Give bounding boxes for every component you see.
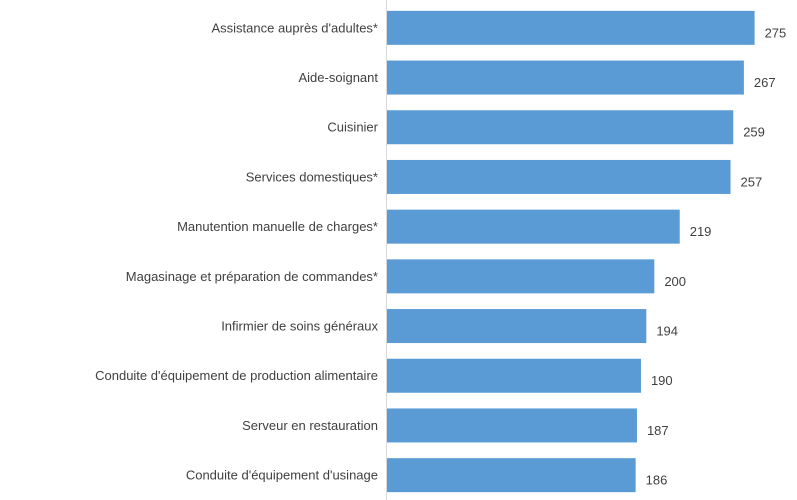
bar <box>387 358 641 393</box>
bar <box>387 209 680 244</box>
bar <box>387 159 731 194</box>
value-label: 194 <box>656 323 678 338</box>
value-label: 187 <box>647 423 669 438</box>
y-tick-label: Assistance auprès d'adultes* <box>211 20 378 35</box>
value-label: 275 <box>765 25 787 40</box>
y-tick-label: Conduite d'équipement de production alim… <box>95 368 378 383</box>
bar <box>387 110 734 145</box>
bar <box>387 309 647 344</box>
bar <box>387 259 655 294</box>
y-tick-label: Infirmier de soins généraux <box>221 318 378 333</box>
value-label: 259 <box>743 125 765 140</box>
value-label: 200 <box>664 274 686 289</box>
y-tick-label: Conduite d'équipement d'usinage <box>186 468 378 483</box>
y-tick-label: Serveur en restauration <box>242 418 378 433</box>
y-tick-label: Manutention manuelle de charges* <box>177 219 378 234</box>
y-tick-label: Aide-soignant <box>299 70 379 85</box>
value-label: 219 <box>690 224 712 239</box>
value-label: 186 <box>646 473 668 488</box>
bar <box>387 458 636 493</box>
bar <box>387 408 637 443</box>
y-tick-label: Cuisinier <box>327 120 378 135</box>
value-label: 257 <box>741 174 763 189</box>
y-tick-label: Magasinage et préparation de commandes* <box>126 269 378 284</box>
y-tick-label: Services domestiques* <box>246 169 378 184</box>
value-label: 190 <box>651 373 673 388</box>
bar <box>387 60 744 95</box>
value-label: 267 <box>754 75 776 90</box>
bar <box>387 10 755 45</box>
